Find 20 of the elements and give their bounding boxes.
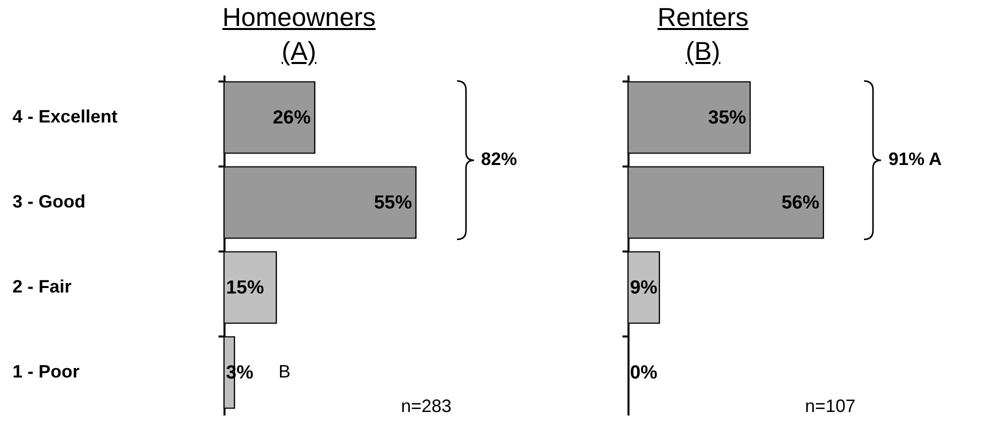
text: 82% <box>480 149 517 170</box>
data-label: 26% <box>272 108 311 128</box>
data-label: 15% <box>226 278 264 298</box>
chart-subtitle: (A) <box>282 36 316 66</box>
chart-title: Homeowners <box>222 2 376 32</box>
text: 91% A <box>888 149 942 170</box>
y-tick-label: 1 - Poor <box>12 362 80 382</box>
annotation: B <box>278 362 290 382</box>
annotation: n=283 <box>400 396 452 418</box>
y-tick-label: 3 - Good <box>12 192 86 212</box>
y-tick-label: 4 - Excellent <box>12 106 118 126</box>
annotation: n=107 <box>804 396 856 418</box>
data-label: 0% <box>630 362 658 384</box>
chart-title: Renters <box>657 2 749 32</box>
data-label: 55% <box>374 192 412 214</box>
y-tick-label: 2 - Fair <box>12 276 72 296</box>
data-label: 56% <box>781 192 820 214</box>
chart-subtitle: (B) <box>686 36 720 66</box>
data-label: 9% <box>630 278 658 298</box>
data-label: 35% <box>708 108 746 128</box>
